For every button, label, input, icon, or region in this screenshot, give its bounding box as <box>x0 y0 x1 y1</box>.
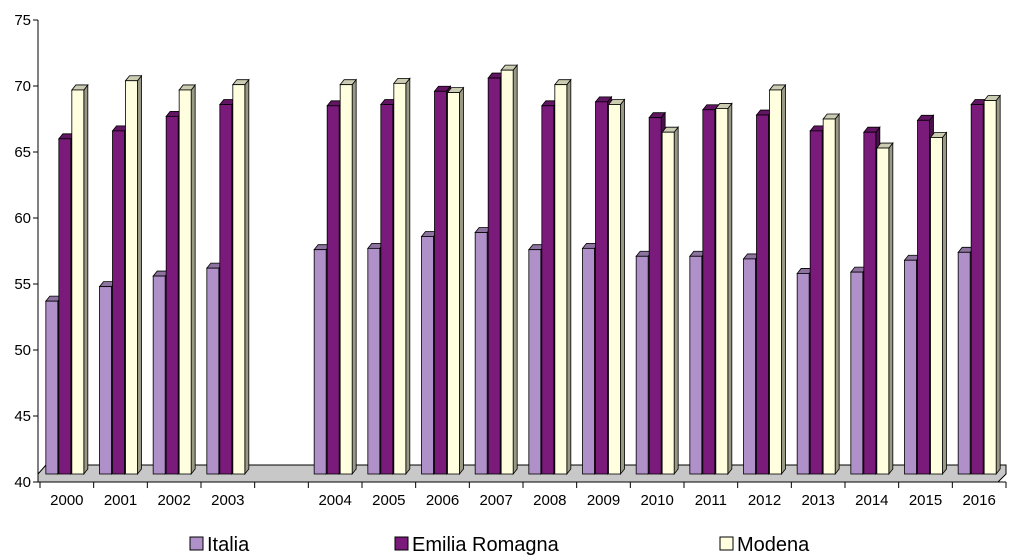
legend-swatch <box>189 536 204 551</box>
bar-modena <box>929 131 948 476</box>
y-tick-label: 70 <box>14 78 31 95</box>
bar-modena <box>822 112 840 476</box>
y-tick-label: 55 <box>14 276 31 293</box>
bar-modena <box>768 83 787 476</box>
x-tick-label: 2008 <box>533 492 566 509</box>
x-tick-label: 2016 <box>962 492 995 509</box>
x-tick-label: 2014 <box>855 492 888 509</box>
x-tick-label: 2006 <box>426 492 459 509</box>
x-tick-label: 2003 <box>211 492 244 509</box>
legend-label: Modena <box>737 534 810 556</box>
bar-modena <box>446 86 465 476</box>
bar-modena <box>554 78 572 476</box>
bar-modena <box>983 94 1002 476</box>
bars <box>45 64 1002 476</box>
y-axis: 40 45 50 55 60 65 70 75 <box>14 12 39 491</box>
x-axis: 2000 2001 2002 2003 2004 2005 2006 2007 2008 2009… <box>38 481 1007 509</box>
x-tick-label: 2010 <box>640 492 673 509</box>
x-tick-label: 2012 <box>748 492 781 509</box>
x-tick-label: 2007 <box>479 492 512 509</box>
y-tick-label: 45 <box>14 408 31 425</box>
y-tick-label: 50 <box>14 342 31 359</box>
x-tick-label: 2004 <box>318 492 351 509</box>
x-tick-label: 2001 <box>104 492 137 509</box>
x-tick-label: 2013 <box>801 492 834 509</box>
y-tick-label: 65 <box>14 144 31 161</box>
bar-modena <box>607 98 626 476</box>
bar-modena <box>876 141 894 476</box>
legend-swatch <box>719 536 734 551</box>
bar-modena <box>124 74 143 476</box>
x-tick-label: 2000 <box>50 492 83 509</box>
x-tick-label: 2002 <box>157 492 190 509</box>
legend: Italia Emilia Romagna Modena <box>189 534 810 556</box>
legend-label: Italia <box>207 534 250 556</box>
x-tick-label: 2009 <box>587 492 620 509</box>
legend-swatch <box>394 536 409 551</box>
x-tick-label: 2011 <box>695 492 727 509</box>
x-tick-label: 2005 <box>372 492 405 509</box>
bar-modena <box>393 77 411 476</box>
bar-modena <box>500 64 518 476</box>
bar-modena <box>661 126 679 476</box>
bar-modena <box>71 83 89 476</box>
x-tick-label: 2015 <box>909 492 942 509</box>
y-tick-label: 75 <box>14 12 31 29</box>
y-tick-label: 60 <box>14 210 31 227</box>
y-tick-label: 40 <box>14 474 31 491</box>
bar-modena <box>715 102 733 476</box>
bar-modena <box>232 78 250 476</box>
bar-modena <box>178 83 196 476</box>
legend-label: Emilia Romagna <box>412 534 560 556</box>
bar-modena <box>339 78 357 476</box>
